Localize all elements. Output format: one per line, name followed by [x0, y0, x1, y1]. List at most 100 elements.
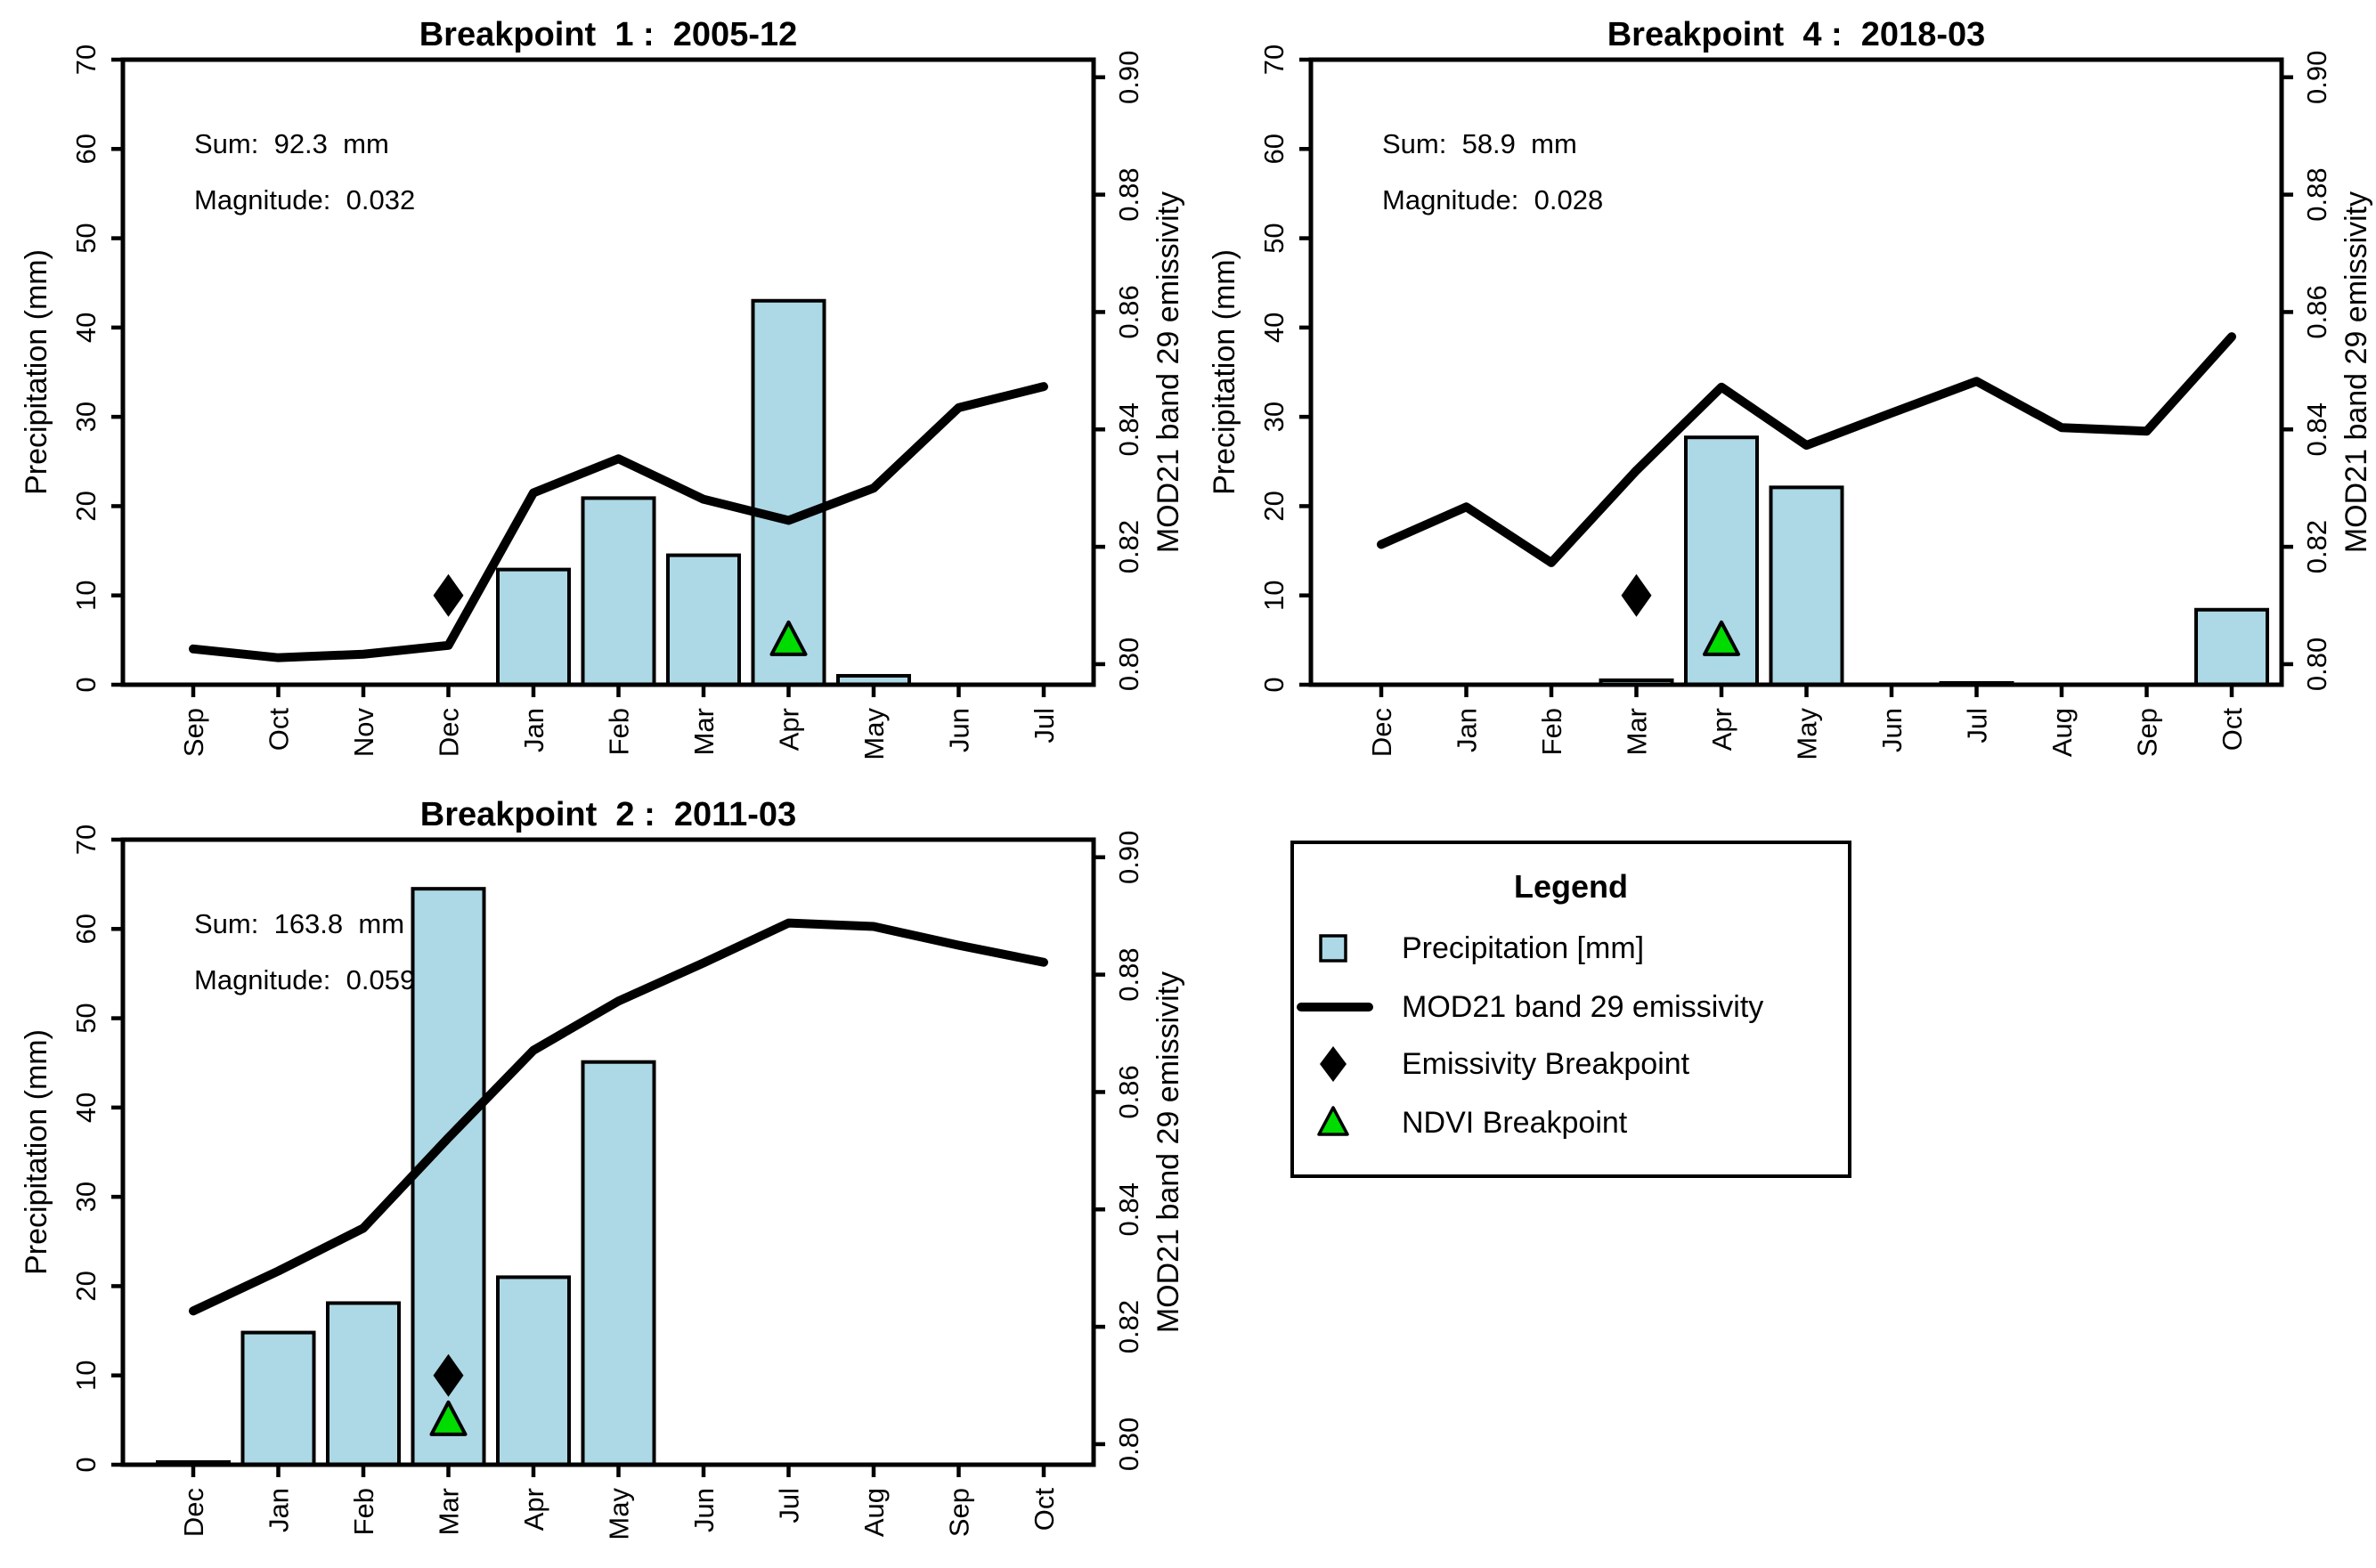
precip-bar — [1769, 485, 1844, 687]
x-tick-label: Jan — [1452, 708, 1483, 752]
x-tick-label: Nov — [348, 708, 379, 758]
precip-bar — [240, 1330, 316, 1466]
precip-bar — [496, 1275, 571, 1466]
left-tick-label: 70 — [1258, 45, 1290, 75]
left-tick-label: 60 — [1258, 134, 1290, 164]
right-tick-label: 0.80 — [2301, 638, 2332, 691]
emissivity-breakpoint-diamond-icon — [1621, 573, 1652, 617]
plot-title: Breakpoint 4 : 2018-03 — [1607, 16, 1986, 53]
right-tick-label: 0.88 — [1113, 947, 1144, 1001]
right-tick-label: 0.88 — [2301, 167, 2332, 221]
x-tick-label: May — [858, 708, 890, 760]
plot-title: Breakpoint 1 : 2005-12 — [419, 16, 798, 53]
x-tick-label: Jul — [1962, 708, 1993, 743]
subplot-breakpoint-1: Breakpoint 1 : 2005-12 Sum: 92.3 mm Magnit… — [20, 16, 1185, 760]
left-tick-label: 40 — [1258, 313, 1290, 343]
sum-label: Sum: 92.3 mm — [194, 128, 389, 159]
left-tick-label: 10 — [70, 580, 102, 610]
x-tick-label: Mar — [688, 708, 720, 755]
right-tick-label: 0.90 — [1113, 51, 1144, 104]
right-tick-label: 0.86 — [1113, 285, 1144, 338]
left-tick-label: 40 — [70, 313, 102, 343]
right-axis-title: MOD21 band 29 emissivity — [1151, 971, 1185, 1333]
right-tick-label: 0.82 — [1113, 1300, 1144, 1353]
magnitude-label: Magnitude: 0.028 — [1382, 184, 1603, 215]
plot-title: Breakpoint 2 : 2011-03 — [420, 796, 796, 833]
x-tick-label: Sep — [178, 708, 209, 757]
left-tick-label: 50 — [70, 1003, 102, 1033]
left-tick-label: 30 — [70, 1182, 102, 1212]
left-tick-label: 20 — [1258, 491, 1290, 521]
left-tick-label: 50 — [70, 223, 102, 253]
right-axis-title: MOD21 band 29 emissivity — [1151, 191, 1185, 553]
left-tick-label: 60 — [70, 134, 102, 164]
right-tick-label: 0.84 — [1113, 402, 1144, 456]
x-tick-label: Aug — [858, 1488, 890, 1537]
x-tick-label: Apr — [774, 708, 805, 751]
left-axis-title: Precipitation (mm) — [20, 249, 53, 495]
right-tick-label: 0.90 — [1113, 831, 1144, 884]
x-tick-label: May — [604, 1488, 635, 1540]
x-tick-label: Jul — [774, 1488, 805, 1523]
left-tick-label: 30 — [70, 402, 102, 432]
left-tick-label: 60 — [70, 914, 102, 944]
emissivity-line — [1377, 332, 2236, 567]
legend-item-label: Emissivity Breakpoint — [1402, 1047, 1690, 1081]
precip-bar — [666, 553, 741, 687]
right-tick-label: 0.82 — [2301, 520, 2332, 573]
legend-item-label: MOD21 band 29 emissivity — [1402, 990, 1763, 1024]
legend-triangle-icon — [1317, 1106, 1349, 1136]
x-tick-label: Dec — [434, 708, 465, 757]
precip-bar — [581, 496, 656, 687]
emissivity-line — [189, 918, 1048, 1316]
x-tick-label: Feb — [1536, 708, 1567, 755]
x-tick-label: Aug — [2046, 708, 2078, 757]
sum-label: Sum: 58.9 mm — [1382, 128, 1577, 159]
precip-bar — [581, 1060, 656, 1466]
x-tick-label: Dec — [178, 1488, 209, 1537]
right-tick-label: 0.88 — [1113, 167, 1144, 221]
right-tick-label: 0.86 — [1113, 1065, 1144, 1118]
left-tick-label: 0 — [70, 1457, 102, 1472]
x-tick-label: Sep — [2132, 708, 2163, 757]
left-tick-label: 70 — [70, 45, 102, 75]
plot-box — [120, 57, 1096, 687]
x-tick-label: Apr — [518, 1488, 549, 1531]
emissivity-line — [189, 382, 1048, 662]
emissivity-breakpoint-diamond-icon — [433, 573, 464, 617]
x-tick-label: Sep — [944, 1488, 975, 1537]
x-tick-label: Jan — [518, 708, 549, 752]
precip-bar — [326, 1301, 401, 1466]
left-tick-label: 0 — [70, 677, 102, 692]
x-tick-label: Feb — [348, 1488, 379, 1535]
x-tick-label: Apr — [1706, 708, 1737, 751]
sum-label: Sum: 163.8 mm — [194, 908, 404, 939]
ndvi-breakpoint-triangle-icon — [769, 620, 808, 656]
right-tick-label: 0.86 — [2301, 285, 2332, 338]
precip-bar — [496, 567, 571, 687]
right-tick-label: 0.80 — [1113, 1418, 1144, 1471]
x-tick-label: May — [1792, 708, 1823, 760]
legend-item-label: Precipitation [mm] — [1402, 931, 1644, 965]
left-tick-label: 70 — [70, 825, 102, 855]
ndvi-breakpoint-triangle-icon — [1703, 620, 1740, 656]
left-tick-label: 10 — [1258, 580, 1290, 610]
x-tick-label: Mar — [1622, 708, 1653, 755]
x-tick-label: Oct — [264, 708, 295, 752]
emissivity-breakpoint-diamond-icon — [433, 1353, 464, 1397]
left-tick-label: 20 — [70, 1271, 102, 1301]
plot-box — [1308, 57, 2284, 687]
legend: Legend Precipitation [mm] MOD21 band 29 em… — [1290, 841, 1851, 1178]
right-tick-label: 0.90 — [2301, 51, 2332, 104]
precip-bar — [2194, 607, 2269, 687]
left-axis-title: Precipitation (mm) — [20, 1029, 53, 1275]
legend-item-label: NDVI Breakpoint — [1402, 1106, 1628, 1140]
x-tick-label: Jun — [1876, 708, 1908, 752]
right-axis-title: MOD21 band 29 emissivity — [2339, 191, 2373, 553]
right-tick-label: 0.80 — [1113, 638, 1144, 691]
x-tick-label: Mar — [434, 1488, 465, 1535]
x-tick-label: Oct — [1029, 1488, 1060, 1531]
x-tick-label: Jul — [1029, 708, 1060, 743]
left-tick-label: 50 — [1258, 223, 1290, 253]
